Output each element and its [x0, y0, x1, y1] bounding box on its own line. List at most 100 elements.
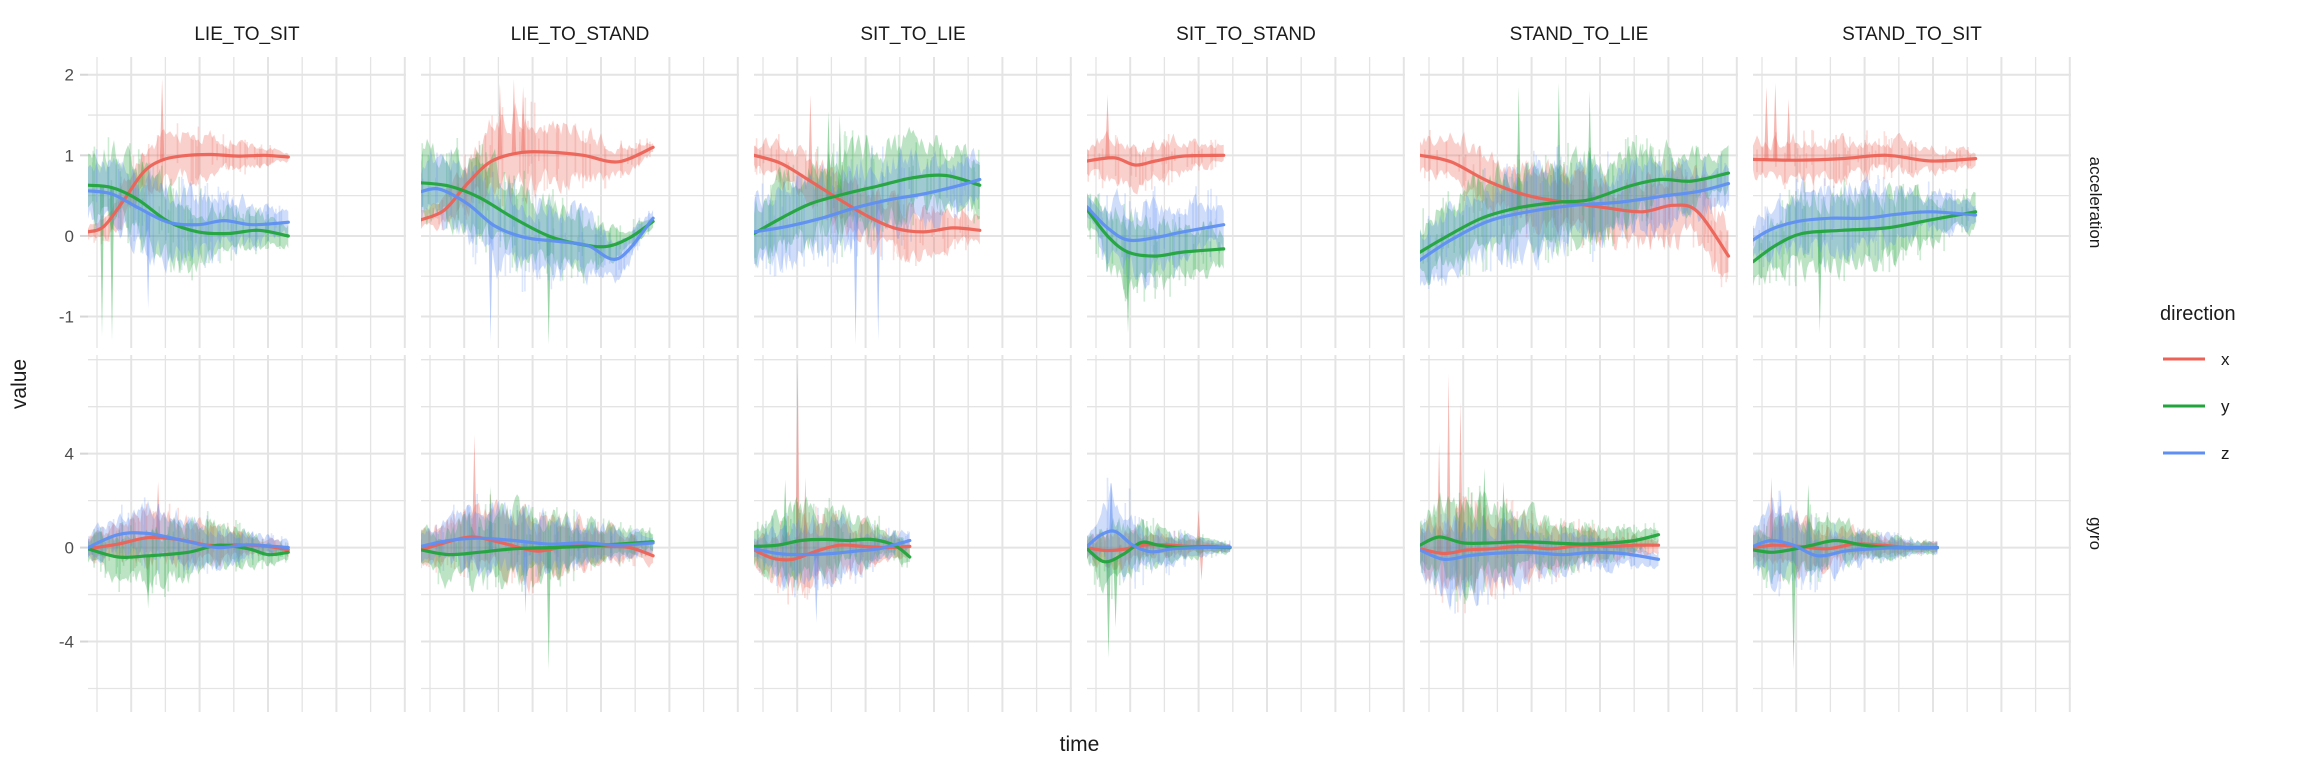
smooth-line-y — [754, 173, 982, 236]
noise-band-z — [421, 499, 654, 579]
legend-label-z: z — [2221, 444, 2230, 463]
noise-stripes-y — [421, 138, 650, 284]
noise-band-y — [1753, 512, 1938, 586]
noise-band-y — [1420, 490, 1659, 602]
smooth-line-z — [1087, 205, 1226, 243]
smooth-line-z — [421, 536, 655, 548]
noise-spike-x — [159, 78, 165, 161]
noise-spike-x — [808, 94, 813, 182]
noise-band-x — [88, 507, 289, 571]
facet-title-SIT_TO_LIE: SIT_TO_LIE — [860, 24, 965, 45]
legend: direction x y z — [2160, 303, 2236, 463]
facet-title-SIT_TO_STAND: SIT_TO_STAND — [1176, 24, 1316, 45]
facet-row-strip-gyro: gyro — [2086, 517, 2105, 550]
legend-label-y: y — [2221, 397, 2230, 416]
noise-spike-y — [1817, 231, 1822, 333]
y-tick-label: 0 — [65, 227, 74, 246]
gridlines — [88, 57, 2071, 712]
panel-grid-STAND_TO_SIT-gyro — [1753, 355, 2071, 712]
panel-data-STAND_TO_LIE-gyro — [1420, 373, 1661, 614]
noise-band-x — [1753, 132, 1976, 186]
noise-spike-x — [511, 78, 517, 154]
noise-spike-x — [520, 86, 526, 153]
noise-spike-x — [1786, 98, 1791, 161]
smooth-line-y — [1420, 171, 1731, 254]
smooth-line-z — [754, 177, 982, 234]
noise-spike-y — [1587, 90, 1592, 200]
panel-data-STAND_TO_SIT-acceleration — [1753, 82, 1978, 333]
noise-spike-z — [814, 554, 819, 623]
panel-data-LIE_TO_SIT-acceleration — [88, 78, 290, 341]
panel-grid-LIE_TO_STAND-acceleration — [421, 57, 739, 348]
y-tick-label: -4 — [59, 633, 74, 652]
panel-data-SIT_TO_STAND-acceleration — [1087, 94, 1226, 333]
smooth-line-y — [1420, 533, 1661, 547]
noise-band-y — [754, 126, 980, 269]
noise-band-y — [88, 140, 289, 274]
panel-data-LIE_TO_STAND-acceleration — [421, 78, 655, 345]
noise-band-y — [88, 516, 289, 596]
noise-spike-y — [826, 111, 831, 199]
smooth-line-z — [88, 189, 290, 227]
y-tick-label: 2 — [65, 66, 74, 85]
noise-spike-y — [1516, 86, 1521, 208]
panel-grid-SIT_TO_LIE-acceleration — [754, 57, 1072, 348]
noise-spike-x — [1196, 510, 1201, 547]
noise-spike-x — [497, 82, 503, 158]
noise-spike-z — [1109, 484, 1114, 531]
noise-spike-x — [1199, 546, 1204, 581]
legend-item-z[interactable]: z — [2163, 444, 2230, 463]
noise-spike-y — [1806, 484, 1811, 547]
smooth-line-z — [1087, 529, 1232, 554]
panel-grid-LIE_TO_SIT-acceleration — [88, 57, 406, 348]
noise-spike-x — [1105, 94, 1110, 158]
noise-spike-x — [1764, 86, 1769, 160]
smooth-line-y — [88, 543, 290, 560]
noise-band-y — [1087, 193, 1224, 300]
smooth-line-y — [421, 181, 655, 249]
noise-spike-y — [109, 187, 115, 341]
y-axis-title: value — [8, 359, 31, 409]
noise-spike-x — [155, 481, 161, 538]
legend-item-x[interactable]: x — [2163, 350, 2230, 369]
noise-spike-z — [488, 223, 493, 341]
noise-band-y — [1753, 182, 1976, 287]
legend-item-y[interactable]: y — [2163, 397, 2230, 416]
noise-spike-x — [1436, 441, 1442, 553]
panel-data-STAND_TO_LIE-acceleration — [1420, 82, 1731, 289]
noise-spike-x — [803, 477, 808, 556]
facet-title-LIE_TO_STAND: LIE_TO_STAND — [511, 24, 650, 45]
noise-band-z — [1420, 154, 1729, 287]
smooth-line-x — [421, 145, 655, 222]
panel-grid-STAND_TO_LIE-gyro — [1420, 355, 1738, 712]
noise-spike-x — [795, 359, 800, 559]
panel-data-LIE_TO_SIT-gyro — [88, 481, 290, 609]
noise-spike-y — [1113, 558, 1118, 628]
smooth-line-z — [88, 531, 290, 550]
noise-band-z — [754, 513, 910, 590]
panel-grid-SIT_TO_STAND-acceleration — [1087, 57, 1405, 348]
noise-spike-z — [523, 541, 528, 614]
panel-data-SIT_TO_STAND-gyro — [1087, 477, 1232, 658]
noise-spike-y — [1106, 561, 1111, 658]
noise-spike-x — [1446, 373, 1451, 554]
smooth-line-x — [88, 152, 290, 234]
noise-stripes-z — [1753, 175, 1975, 268]
smooth-line-z — [1420, 182, 1731, 262]
facet-title-STAND_TO_LIE: STAND_TO_LIE — [1510, 24, 1649, 45]
panel-grid-LIE_TO_SIT-gyro — [88, 355, 406, 712]
noise-spike-y — [1125, 252, 1131, 333]
strip-labels: LIE_TO_SIT LIE_TO_STAND SIT_TO_LIE SIT_TO_S… — [194, 24, 2105, 550]
noise-spike-z — [876, 202, 881, 341]
noise-spike-y — [546, 547, 551, 670]
legend-title: direction — [2160, 303, 2236, 325]
y-tick-label: 1 — [65, 146, 74, 165]
facet-title-LIE_TO_SIT: LIE_TO_SIT — [194, 24, 300, 45]
smooth-line-z — [754, 538, 912, 557]
axes: 2 1 0 -1 4 0 -4 value time — [8, 66, 1099, 756]
noise-spike-y — [1791, 549, 1796, 670]
noise-spike-x — [1769, 477, 1774, 546]
panel-data-SIT_TO_LIE-acceleration — [754, 94, 982, 345]
